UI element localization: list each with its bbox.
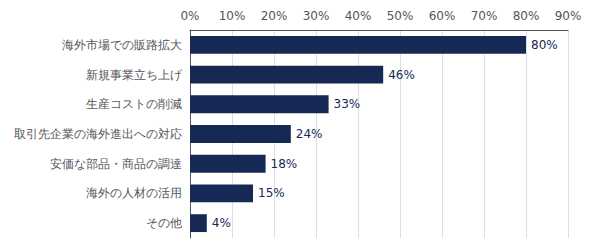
svg-text:80%: 80% <box>531 38 558 52</box>
svg-text:24%: 24% <box>296 127 323 141</box>
svg-text:20%: 20% <box>261 9 288 23</box>
svg-text:生産コストの削減: 生産コストの削減 <box>86 97 182 111</box>
svg-text:海外市場での販路拡大: 海外市場での販路拡大 <box>62 38 182 52</box>
svg-text:30%: 30% <box>303 9 330 23</box>
svg-text:40%: 40% <box>345 9 372 23</box>
svg-text:70%: 70% <box>471 9 498 23</box>
svg-text:0%: 0% <box>180 9 199 23</box>
svg-text:15%: 15% <box>258 186 285 200</box>
svg-text:安価な部品・商品の調達: 安価な部品・商品の調達 <box>50 157 182 171</box>
svg-text:4%: 4% <box>212 216 231 230</box>
svg-text:18%: 18% <box>271 157 298 171</box>
svg-text:80%: 80% <box>513 9 540 23</box>
svg-text:46%: 46% <box>388 68 415 82</box>
svg-text:50%: 50% <box>387 9 414 23</box>
svg-text:60%: 60% <box>429 9 456 23</box>
svg-text:海外の人材の活用: 海外の人材の活用 <box>86 186 182 200</box>
svg-text:33%: 33% <box>334 97 361 111</box>
svg-text:新規事業立ち上げ: 新規事業立ち上げ <box>86 68 183 82</box>
svg-text:取引先企業の海外進出への対応: 取引先企業の海外進出への対応 <box>14 127 182 141</box>
svg-text:その他: その他 <box>146 216 182 230</box>
svg-text:90%: 90% <box>555 9 582 23</box>
svg-text:10%: 10% <box>219 9 246 23</box>
